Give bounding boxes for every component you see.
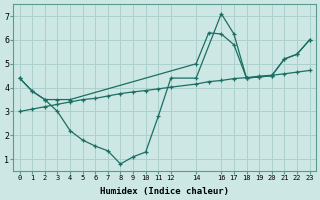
X-axis label: Humidex (Indice chaleur): Humidex (Indice chaleur) [100, 187, 229, 196]
